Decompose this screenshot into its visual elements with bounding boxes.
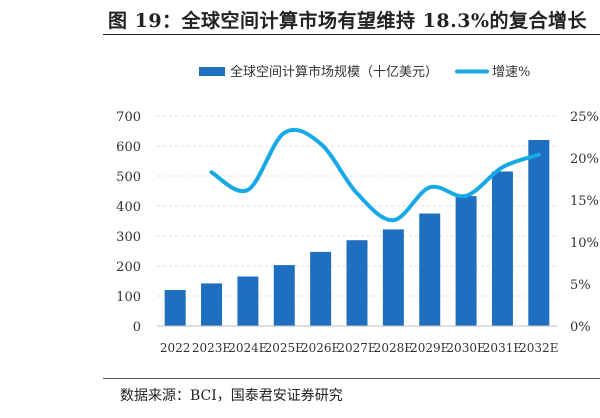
- legend-line-label: 增速%: [492, 65, 530, 80]
- y-right-tick-label: 25%: [570, 110, 599, 125]
- y-left-tick-label: 0: [133, 320, 141, 335]
- y-right-tick-label: 5%: [570, 278, 591, 293]
- chart: 0 100 200 300 400 500 600 700 0% 5% 10% 15% 20% 25% 20…: [116, 64, 599, 355]
- y-left-tick-label: 700: [116, 110, 141, 125]
- x-tick-label: 2032E: [519, 341, 558, 355]
- x-tick-label: 2022: [160, 341, 191, 355]
- bar: [455, 196, 477, 326]
- bar: [273, 265, 295, 326]
- y-right-tick-label: 10%: [570, 236, 599, 251]
- axes: 0 100 200 300 400 500 600 700 0% 5% 10% 15% 20% 25% 20…: [116, 110, 599, 355]
- x-tick-label: 2031E: [483, 341, 522, 355]
- x-tick-label: 2029E: [410, 341, 449, 355]
- bar: [201, 283, 223, 326]
- growth-line-series: [209, 127, 541, 223]
- y-left-tick-label: 500: [116, 170, 141, 185]
- bar: [164, 290, 186, 326]
- growth-line: [209, 127, 541, 223]
- title-rule: [103, 34, 600, 35]
- bar: [310, 251, 332, 326]
- y-left-tick-label: 600: [116, 140, 141, 155]
- legend-bar-swatch: [199, 67, 225, 76]
- x-tick-label: 2023E: [192, 341, 231, 355]
- x-tick-label: 2030E: [446, 341, 485, 355]
- y-left-tick-label: 300: [116, 230, 141, 245]
- figure-title: 图 19：全球空间计算市场有望维持 18.3%的复合增长: [108, 10, 588, 32]
- bar: [419, 213, 441, 326]
- bar-series: [164, 140, 550, 326]
- figure-source: 数据来源：BCI，国泰君安证券研究: [120, 388, 343, 404]
- y-left-tick-label: 100: [116, 290, 141, 305]
- bar: [346, 240, 368, 326]
- source-rule: [103, 378, 600, 379]
- x-tick-label: 2025E: [265, 341, 304, 355]
- bar: [237, 276, 259, 326]
- bar: [528, 140, 550, 326]
- bar: [382, 229, 404, 326]
- x-tick-label: 2027E: [337, 341, 376, 355]
- bar: [491, 171, 513, 326]
- y-right-tick-label: 0%: [570, 320, 591, 335]
- x-tick-label: 2028E: [374, 341, 413, 355]
- legend: 全球空间计算市场规模（十亿美元） 增速%: [199, 64, 530, 80]
- y-left-tick-label: 200: [116, 260, 141, 275]
- x-tick-label: 2026E: [301, 341, 340, 355]
- legend-bar-label: 全球空间计算市场规模（十亿美元）: [230, 64, 438, 80]
- y-left-tick-label: 400: [116, 200, 141, 215]
- x-tick-label: 2024E: [228, 341, 267, 355]
- y-right-tick-label: 20%: [570, 152, 599, 167]
- y-right-tick-label: 15%: [570, 194, 599, 209]
